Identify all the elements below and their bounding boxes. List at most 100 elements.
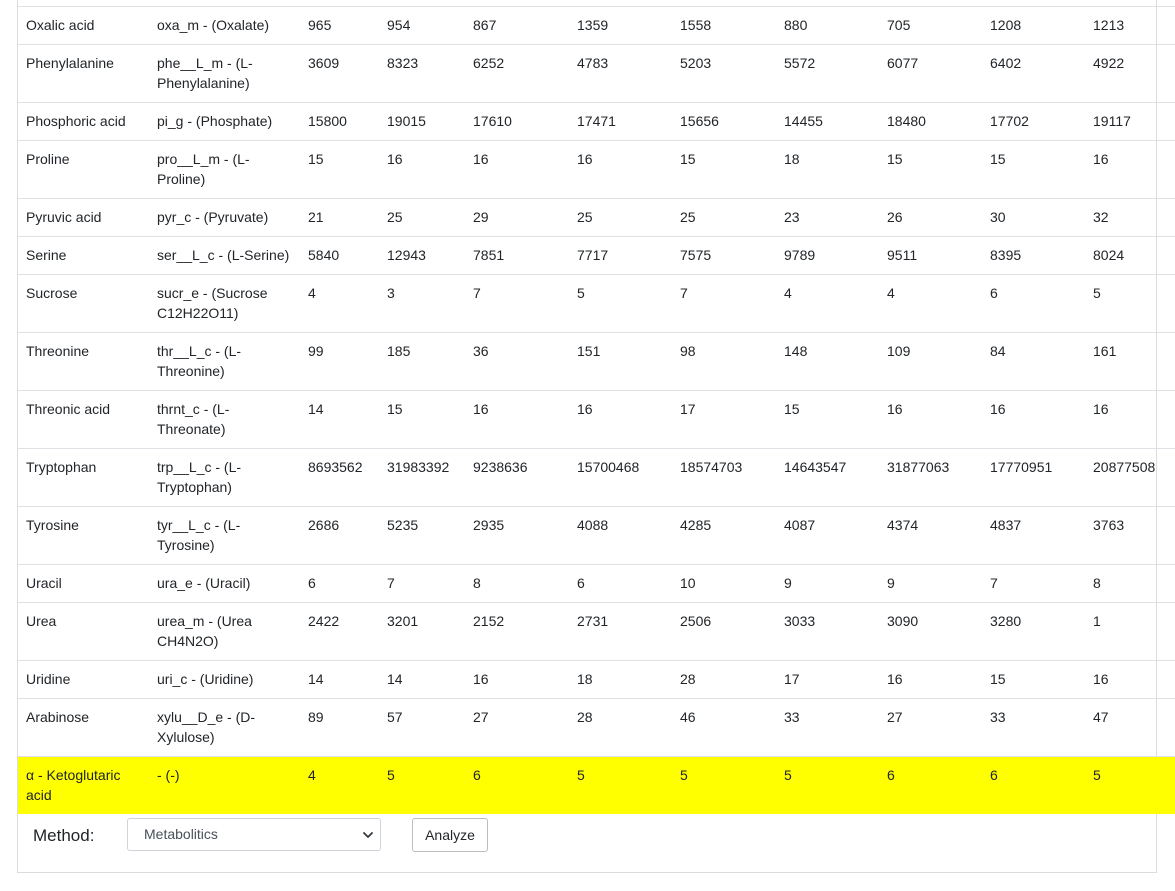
- table-row: Uracil ura_e - (Uracil) 6 7 8 6 10 9 9 7 8: [18, 564, 1175, 603]
- value-cell: 33: [776, 698, 879, 757]
- value-cell: 3090: [879, 602, 982, 661]
- value-cell: 109: [879, 332, 982, 391]
- value-cell: 15: [379, 390, 465, 449]
- value-cell: 5: [776, 756, 879, 814]
- value-cell: 30: [982, 198, 1085, 237]
- value-cell: 31877063: [879, 448, 982, 507]
- value-cell: 21: [300, 198, 379, 237]
- method-label: Method:: [33, 826, 95, 845]
- value-cell: 7: [982, 564, 1085, 603]
- value-cell: 16: [879, 390, 982, 449]
- value-cell: 15656: [672, 102, 776, 141]
- value-cell: 27: [465, 698, 569, 757]
- metabolite-name-cell: Threonic acid: [18, 390, 149, 449]
- value-cell: 57: [379, 698, 465, 757]
- value-cell: 16: [379, 140, 465, 199]
- value-cell: 5840: [300, 236, 379, 275]
- metabolite-id-cell: pi_g - (Phosphate): [149, 102, 300, 141]
- value-cell: 16: [982, 390, 1085, 449]
- value-cell: 7851: [465, 236, 569, 275]
- value-cell: 17770951: [982, 448, 1085, 507]
- value-cell: 880: [776, 6, 879, 45]
- metabolite-name-cell: Oxalic acid: [18, 6, 149, 45]
- value-cell: 3201: [379, 602, 465, 661]
- value-cell: 1359: [569, 6, 672, 45]
- value-cell: 161: [1085, 332, 1175, 391]
- table-row: Sucrose sucr_e - (Sucrose C12H22O11) 4 3 7 5 7…: [18, 274, 1175, 333]
- value-cell: 9: [879, 564, 982, 603]
- value-cell: 98: [672, 332, 776, 391]
- value-cell: 5: [672, 756, 776, 814]
- value-cell: 26: [879, 198, 982, 237]
- value-cell: 9238636: [465, 448, 569, 507]
- analyze-button[interactable]: Analyze: [412, 818, 488, 852]
- value-cell: 23: [776, 198, 879, 237]
- value-cell: 15: [776, 390, 879, 449]
- value-cell: 14: [300, 390, 379, 449]
- value-cell: 6: [982, 274, 1085, 333]
- value-cell: 28: [569, 698, 672, 757]
- value-cell: 2935: [465, 506, 569, 565]
- value-cell: 7: [465, 274, 569, 333]
- table-body: Oxalic acid oxa_m - (Oxalate) 965 954 867 135…: [18, 6, 1175, 814]
- value-cell: 2506: [672, 602, 776, 661]
- value-cell: 18: [569, 660, 672, 699]
- value-cell: 2152: [465, 602, 569, 661]
- value-cell: 3280: [982, 602, 1085, 661]
- value-cell: 46: [672, 698, 776, 757]
- value-cell: 15800: [300, 102, 379, 141]
- table-row: Phosphoric acid pi_g - (Phosphate) 15800 19…: [18, 102, 1175, 141]
- method-selected-value: Metabolitics: [144, 826, 218, 842]
- value-cell: 8: [465, 564, 569, 603]
- value-cell: 33: [982, 698, 1085, 757]
- value-cell: 5: [569, 274, 672, 333]
- value-cell: 7575: [672, 236, 776, 275]
- metabolite-name-cell: Pyruvic acid: [18, 198, 149, 237]
- value-cell: 1213: [1085, 6, 1175, 45]
- metabolite-id-cell: ser__L_c - (L-Serine): [149, 236, 300, 275]
- value-cell: 5: [1085, 274, 1175, 333]
- value-cell: 4: [300, 274, 379, 333]
- value-cell: 17471: [569, 102, 672, 141]
- table-row: Uridine uri_c - (Uridine) 14 14 16 18 28 17 16 15…: [18, 660, 1175, 699]
- value-cell: 16: [1085, 660, 1175, 699]
- value-cell: 148: [776, 332, 879, 391]
- metabolite-id-cell: ura_e - (Uracil): [149, 564, 300, 603]
- chevron-down-icon: [363, 832, 373, 838]
- value-cell: 1208: [982, 6, 1085, 45]
- method-select[interactable]: Metabolitics: [127, 818, 381, 851]
- metabolite-name-cell: Phenylalanine: [18, 44, 149, 103]
- metabolite-name-cell: Arabinose: [18, 698, 149, 757]
- table-row: Threonine thr__L_c - (L-Threonine) 99 185 36…: [18, 332, 1175, 391]
- metabolite-table: Oxalic acid oxa_m - (Oxalate) 965 954 867 135…: [18, 6, 1175, 814]
- value-cell: 4: [300, 756, 379, 814]
- value-cell: 14: [300, 660, 379, 699]
- metabolite-id-cell: trp__L_c - (L-Tryptophan): [149, 448, 300, 507]
- metabolite-name-cell: Proline: [18, 140, 149, 199]
- table-row: Oxalic acid oxa_m - (Oxalate) 965 954 867 135…: [18, 6, 1175, 45]
- value-cell: 4087: [776, 506, 879, 565]
- metabolite-name-cell: Serine: [18, 236, 149, 275]
- value-cell: 4: [776, 274, 879, 333]
- value-cell: 16: [1085, 140, 1175, 199]
- metabolite-id-cell: thrnt_c - (L-Threonate): [149, 390, 300, 449]
- value-cell: 25: [379, 198, 465, 237]
- value-cell: 47: [1085, 698, 1175, 757]
- value-cell: 3: [379, 274, 465, 333]
- value-cell: 16: [569, 140, 672, 199]
- value-cell: 3033: [776, 602, 879, 661]
- value-cell: 5: [1085, 756, 1175, 814]
- value-cell: 32: [1085, 198, 1175, 237]
- table-row: Serine ser__L_c - (L-Serine) 5840 12943 7851…: [18, 236, 1175, 275]
- value-cell: 29: [465, 198, 569, 237]
- card-border-left: [17, 0, 18, 873]
- value-cell: 8: [1085, 564, 1175, 603]
- table-row: Tryptophan trp__L_c - (L-Tryptophan) 86935…: [18, 448, 1175, 507]
- value-cell: 151: [569, 332, 672, 391]
- value-cell: 3763: [1085, 506, 1175, 565]
- value-cell: 6: [879, 756, 982, 814]
- value-cell: 8693562: [300, 448, 379, 507]
- value-cell: 15: [300, 140, 379, 199]
- value-cell: 15: [982, 660, 1085, 699]
